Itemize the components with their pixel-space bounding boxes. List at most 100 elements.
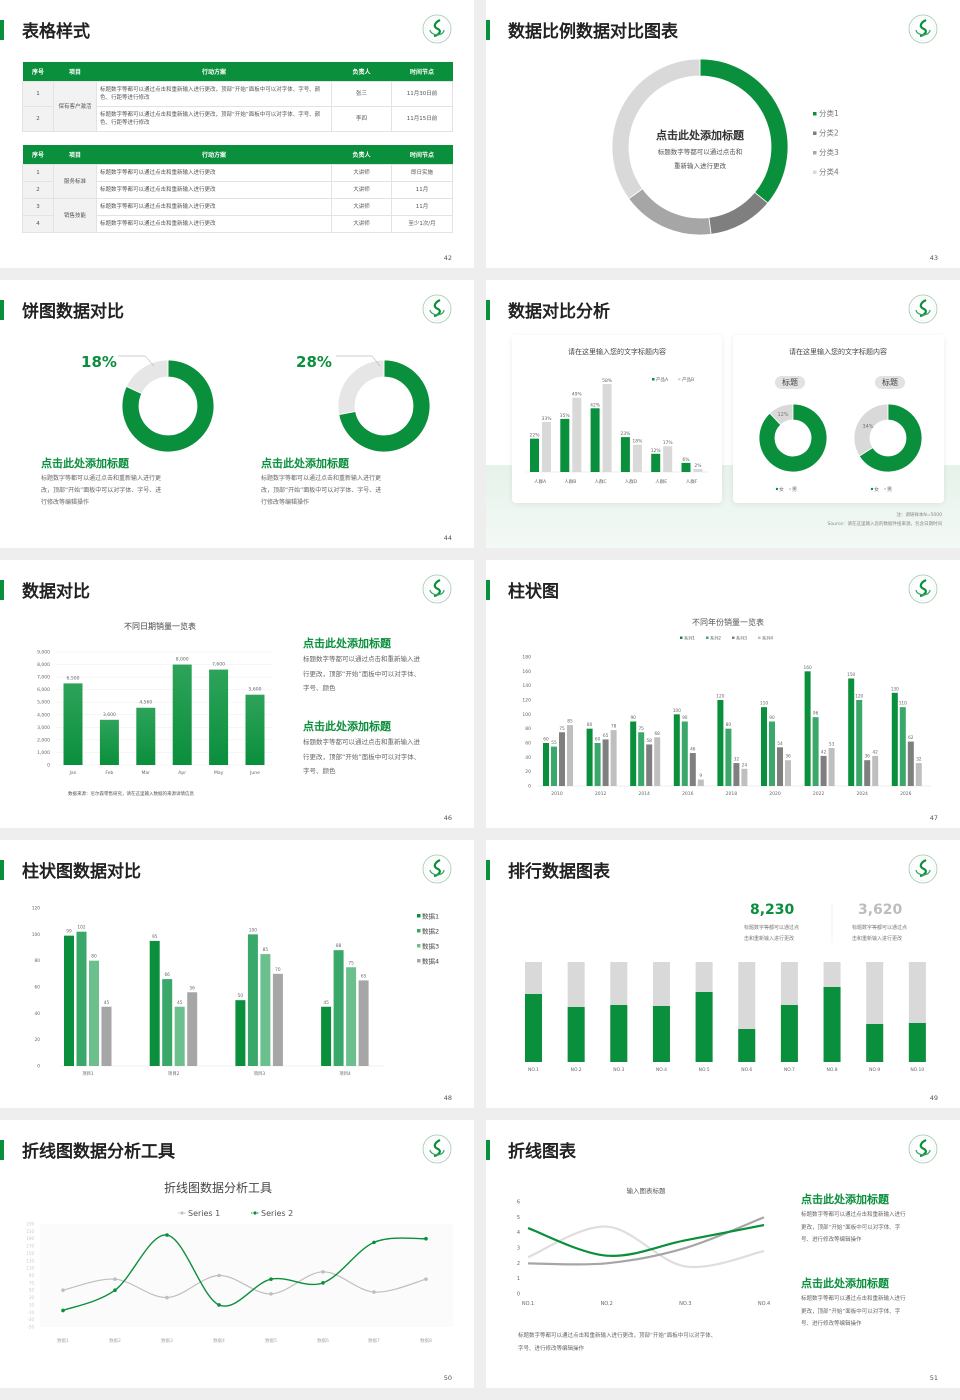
- bar: [530, 438, 539, 472]
- bar: [697, 779, 704, 786]
- bar: [187, 992, 198, 1066]
- row-number: 2: [22, 181, 54, 199]
- data-label: 6%: [682, 457, 690, 463]
- data-label: 5,600: [249, 687, 262, 693]
- data-point: [61, 1288, 65, 1293]
- gender-slice: [758, 403, 828, 473]
- data-point: [321, 1281, 325, 1285]
- bar: [651, 453, 661, 472]
- page-number: 51: [929, 1374, 938, 1382]
- page-number: 47: [929, 814, 938, 822]
- data-label: 150: [847, 672, 855, 678]
- data-label: 60: [543, 737, 549, 743]
- time-cell: 11月: [391, 181, 453, 199]
- bar: [717, 700, 724, 786]
- data-label: 18%: [632, 439, 643, 445]
- legend-swatch: [652, 378, 655, 381]
- y-tick-label: 40: [525, 755, 531, 761]
- data-label: 55: [551, 740, 557, 746]
- y-tick-label: 80: [35, 958, 41, 964]
- block-text: 改，顶部“开始”面板中可以对字体、字号、进: [261, 487, 382, 494]
- plot-area: [40, 1224, 453, 1327]
- logo-icon: [908, 574, 938, 604]
- y-tick-label: -30: [27, 1317, 34, 1322]
- stat-description: 标题数字等都可以通过点: [744, 925, 800, 931]
- data-label: 45: [104, 1000, 110, 1006]
- percent-label: 28%: [296, 353, 332, 371]
- slide-graphics: 18% 28%: [81, 294, 452, 453]
- y-tick-label: 3: [517, 1246, 520, 1252]
- data-label: 65: [361, 973, 367, 979]
- category-label: NO.3: [613, 1067, 624, 1073]
- slide-graphics: 分类1 分类2 分类3 分类4: [611, 14, 938, 236]
- chart-title: 请在这里输入您的文字标题内容: [789, 347, 887, 356]
- column-header: 时间节点: [391, 145, 453, 165]
- center-text: 标题数字等都可以通过点击和: [657, 148, 743, 156]
- data-label: 160: [803, 665, 811, 671]
- owner-cell: 大讲师: [331, 198, 392, 216]
- column-header: 负责人: [331, 62, 392, 82]
- bar: [725, 728, 732, 786]
- time-cell: 即日实施: [391, 164, 453, 182]
- block-text: 改，顶部“开始”面板中可以对字体、字号、进: [41, 487, 162, 494]
- data-label: 6,500: [67, 675, 80, 681]
- data-label: 80: [726, 722, 732, 728]
- bar-fill: [567, 1007, 585, 1062]
- block-text: 行修改等编辑操作: [261, 499, 310, 506]
- legend-label: 数据4: [422, 957, 439, 966]
- category-label: 2016: [682, 791, 694, 797]
- legend-dot: [870, 487, 874, 491]
- title-accent-bar: [486, 1140, 490, 1160]
- category-slice: [611, 58, 701, 200]
- block-title: 点击此处添加标题: [801, 1193, 889, 1206]
- data-label: 36: [864, 754, 870, 760]
- slide-48: 柱状图数据对比 48 0 20 40 60 80 100 120 项目1 99 102 80 45 项目2 9…: [0, 840, 474, 1108]
- title-accent-bar: [0, 860, 4, 880]
- bar: [174, 1006, 185, 1066]
- legend-swatch: [680, 636, 683, 639]
- legend-label: 数据2: [422, 927, 439, 936]
- y-tick-label: 0: [47, 763, 50, 769]
- category-label: 项目1: [82, 1071, 94, 1077]
- column-header: 负责人: [331, 145, 392, 165]
- category-label: 2014: [638, 791, 650, 797]
- legend-swatch: [813, 131, 817, 135]
- legend-label: 男: [887, 487, 892, 493]
- stat-description: 击和重新输入进行更改: [852, 936, 903, 942]
- y-tick-label: 80: [525, 726, 531, 732]
- y-tick-label: 170: [26, 1244, 34, 1249]
- bar-fill: [823, 987, 841, 1062]
- data-label: 66%: [872, 445, 883, 451]
- category-label: 项目2: [168, 1071, 180, 1077]
- category-label: 项目3: [254, 1071, 266, 1077]
- bar: [149, 940, 160, 1066]
- bar: [346, 967, 357, 1066]
- category-label: NO.2: [601, 1301, 613, 1307]
- legend-dot: [883, 487, 887, 491]
- category-label: Mar: [142, 770, 151, 776]
- data-label: 42%: [590, 402, 601, 408]
- bar: [260, 954, 271, 1066]
- data-label: 95: [152, 934, 158, 940]
- data-label: 9: [699, 773, 702, 779]
- data-label: 2%: [694, 463, 702, 469]
- data-label: 62: [908, 735, 914, 741]
- legend-label: 分类3: [819, 147, 839, 157]
- category-label: 人群E: [655, 478, 667, 485]
- row-number: 2: [22, 106, 54, 132]
- data-label: 88: [336, 943, 342, 949]
- bar: [891, 692, 898, 786]
- slide-title: 表格样式: [22, 22, 90, 42]
- series-line: [527, 1223, 765, 1257]
- table-row: 1 服务标准 标题数字等都可以通过点击和重新输入进行更改 大讲师 即日实施: [22, 164, 453, 199]
- slide-title: 柱状图数据对比: [22, 862, 141, 882]
- block-title: 点击此处添加标题: [303, 720, 391, 733]
- block-text: 号、进行修改等编辑操作: [801, 1321, 862, 1327]
- y-tick-label: 20: [35, 1037, 41, 1043]
- block-text: 标题数字等都可以通过点击和重新输入进行: [801, 1212, 906, 1218]
- column-header: 项目: [53, 145, 97, 165]
- data-label: 100: [249, 927, 257, 933]
- block-title: 点击此处添加标题: [41, 457, 129, 470]
- data-label: 7,600: [212, 662, 225, 668]
- row-number: 1: [22, 164, 54, 182]
